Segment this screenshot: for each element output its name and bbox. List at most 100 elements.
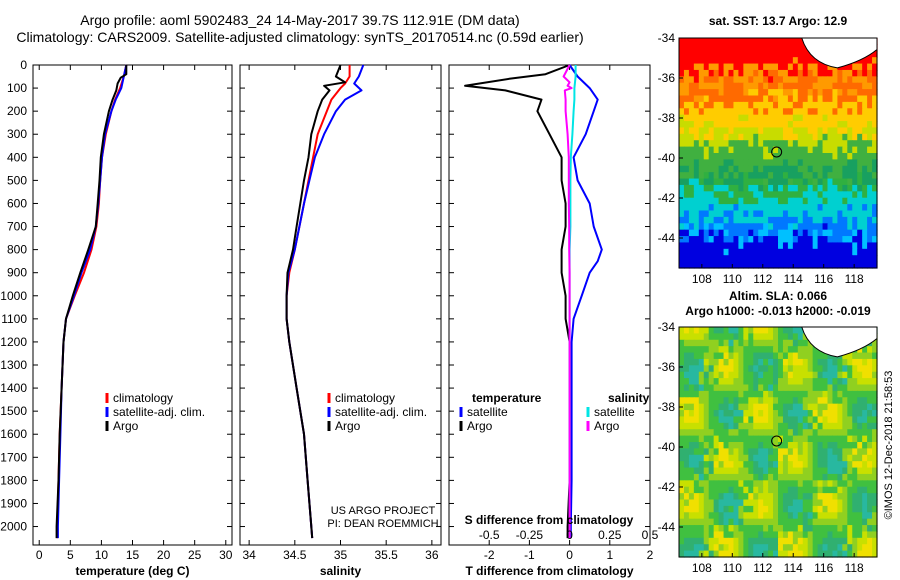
sst-map-cell bbox=[743, 216, 749, 224]
sla-map-cell bbox=[797, 327, 804, 334]
sst-map-cell bbox=[758, 76, 764, 84]
sst-map-cell bbox=[688, 69, 695, 77]
sla-map-cell bbox=[792, 442, 799, 449]
sst-map-cell bbox=[787, 261, 794, 269]
sla-map-cell bbox=[867, 378, 873, 386]
sst-map-cell bbox=[718, 210, 725, 218]
sla-map-cell bbox=[688, 467, 695, 475]
sla-map-cell bbox=[763, 339, 769, 347]
sst-map-cell bbox=[847, 216, 853, 224]
sst-map-cell bbox=[807, 204, 814, 212]
sla-map-cell bbox=[862, 461, 868, 469]
sla-map-cell bbox=[679, 333, 685, 341]
sla-map-cell bbox=[773, 339, 779, 347]
sla-map-cell bbox=[688, 339, 695, 347]
sla-map-cell bbox=[688, 333, 695, 341]
sla-map-cell bbox=[768, 416, 774, 424]
sst-map-cell bbox=[743, 95, 749, 103]
sla-map-cell bbox=[797, 339, 804, 347]
sst-map-cell bbox=[768, 216, 774, 224]
sla-map-cell bbox=[728, 442, 735, 449]
sst-map-cell bbox=[817, 121, 824, 129]
sst-map-cell bbox=[698, 101, 705, 109]
sla-map-cell bbox=[782, 422, 789, 430]
sst-map-cell bbox=[748, 133, 754, 141]
sst-map-cell bbox=[782, 95, 789, 103]
sst-map-cell bbox=[862, 197, 868, 205]
sla-map-cell bbox=[862, 467, 868, 475]
sla-map-cell bbox=[728, 544, 735, 552]
sla-map-cell bbox=[827, 473, 834, 481]
sla-map-cell bbox=[867, 403, 873, 411]
sla-map-cell bbox=[842, 544, 848, 552]
sla-map-cell bbox=[763, 352, 769, 360]
sla-map-cell bbox=[862, 442, 868, 449]
sst-map-cell bbox=[683, 216, 690, 224]
sst-map-cell bbox=[802, 127, 809, 135]
sla-map-cell bbox=[862, 429, 868, 437]
sst-map-cell bbox=[792, 255, 799, 263]
sla-map-cell bbox=[679, 429, 685, 437]
sla-map-cell bbox=[768, 422, 774, 430]
sla-map-cell bbox=[807, 403, 814, 411]
sla-map-cell bbox=[703, 512, 710, 520]
sla-map-cell bbox=[748, 544, 754, 552]
sla-map-cell bbox=[797, 518, 804, 526]
sst-map-cell bbox=[723, 57, 730, 65]
sst-map-cell bbox=[857, 184, 863, 192]
sla-map-cell bbox=[679, 365, 685, 373]
sla-map-cell bbox=[728, 397, 735, 405]
sst-map-cell bbox=[703, 89, 710, 97]
sla-map-cell bbox=[703, 384, 710, 392]
sla-map-cell bbox=[693, 416, 700, 424]
sst-map-cell bbox=[743, 89, 749, 97]
sla-map-cell bbox=[758, 473, 764, 481]
sla-map-cell bbox=[698, 435, 705, 443]
sla-map-cell bbox=[817, 461, 824, 469]
sst-map-cell bbox=[802, 216, 809, 224]
sla-map-cell bbox=[738, 525, 744, 533]
sst-map-cell bbox=[852, 216, 858, 224]
sst-map-cell bbox=[792, 146, 799, 154]
sla-map-cell bbox=[862, 550, 868, 558]
sla-map-cell bbox=[787, 384, 794, 392]
temperature-ytick-label: 1000 bbox=[0, 289, 27, 303]
sla-map-cell bbox=[743, 378, 749, 386]
sst-map-cell bbox=[738, 127, 744, 135]
sla-map-cell bbox=[703, 358, 710, 366]
sst-map-cell bbox=[703, 204, 710, 212]
sst-map-cell bbox=[812, 172, 819, 180]
sst-map-cell bbox=[862, 121, 868, 129]
sla-map-cell bbox=[718, 518, 725, 526]
sla-map-cell bbox=[753, 531, 759, 539]
sla-map-cell bbox=[733, 518, 739, 526]
sst-map-cell bbox=[688, 82, 695, 90]
sst-map-cell bbox=[748, 242, 754, 250]
sla-map-cell bbox=[743, 384, 749, 392]
sst-map-cell bbox=[688, 121, 695, 129]
sla-map-cell bbox=[817, 448, 824, 456]
sla-map-cell bbox=[792, 448, 799, 456]
sla-map-cell bbox=[708, 537, 715, 545]
sst-map-cell bbox=[797, 191, 804, 199]
temperature-ytick-label: 1300 bbox=[0, 358, 27, 372]
sst-map-cell bbox=[753, 165, 759, 173]
sst-map-cell bbox=[822, 127, 829, 135]
sst-map-cell bbox=[723, 248, 730, 256]
sla-map-cell bbox=[773, 384, 779, 392]
sst-map-cell bbox=[758, 216, 764, 224]
sla-map-cell bbox=[857, 358, 863, 366]
sla-map-cell bbox=[797, 461, 804, 469]
sst-map-cell bbox=[822, 140, 829, 148]
sst-map-cell bbox=[847, 89, 853, 97]
sla-map-cell bbox=[768, 493, 774, 501]
sst-map-cell bbox=[723, 172, 730, 180]
sla-map-cell bbox=[787, 537, 794, 545]
sst-map-cell bbox=[812, 184, 819, 192]
sst-map-cell bbox=[728, 76, 735, 84]
sla-map-cell bbox=[857, 384, 863, 392]
sla-map-cell bbox=[679, 486, 685, 494]
sla-map-cell bbox=[688, 544, 695, 552]
sst-map-cell bbox=[792, 133, 799, 141]
sla-map-cell bbox=[787, 422, 794, 430]
